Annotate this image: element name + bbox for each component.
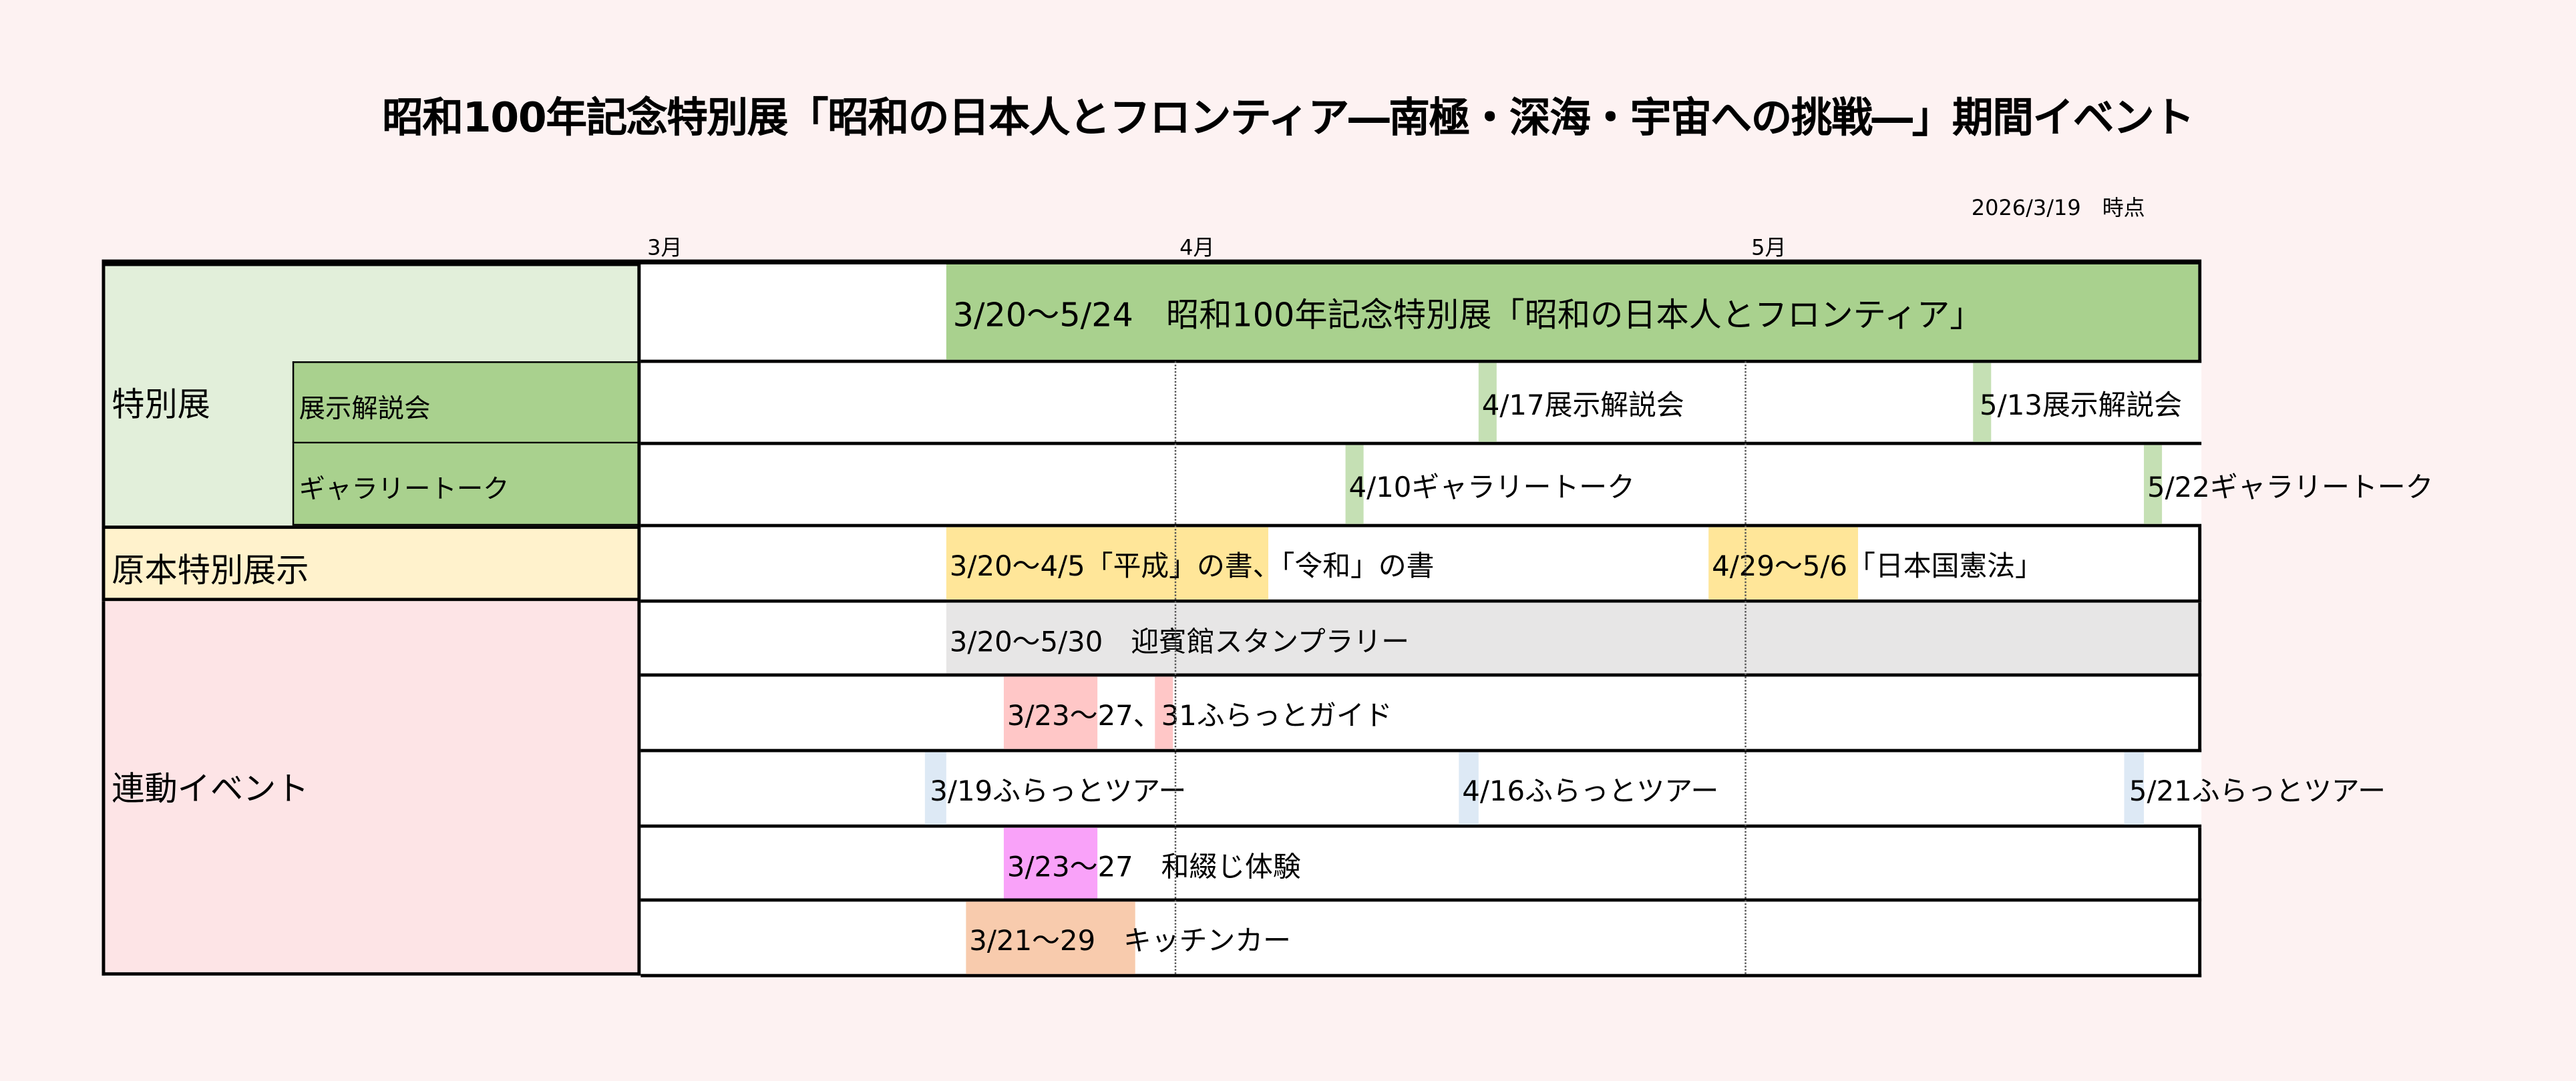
event-label: 3/20～4/5「平成」の書、「令和」の書 [949,551,1435,584]
event-label: 4/29～5/6「日本国憲法」 [1712,551,2043,584]
as-of-date: 2026/3/19 時点 [1971,197,2145,222]
event-bar [924,752,946,825]
event-bar [966,901,1135,974]
event-bar [1155,676,1173,749]
category-label: 展示解説会 [299,392,431,424]
event-label: 3/23～27 和綴じ体験 [1006,851,1301,884]
table-top-border [102,259,2202,265]
event-bar [1003,827,1098,899]
category-gallery-talk: ギャラリートーク [292,443,641,526]
event-bar [2144,445,2163,524]
month-label-april: 4月 [1179,236,1215,262]
event-label: 3/20～5/30 迎賓館スタンプラリー [949,626,1410,659]
event-label: 4/16ふらっとツアー [1462,776,1719,809]
timeline-row: 3/20～4/5「平成」の書、「令和」の書 4/29～5/6「日本国憲法」 [640,527,2202,603]
timeline-row: 3/21～29 キッチンカー [640,901,2202,978]
timeline-row: 4/10ギャラリートーク 5/22ギャラリートーク [640,445,2433,527]
event-bar [1973,363,1992,442]
event-label: 5/22ギャラリートーク [2147,472,2434,505]
event-bar [1003,676,1098,749]
event-bar [1478,363,1497,442]
event-bar [1708,527,1859,600]
event-label: 4/17展示解説会 [1481,390,1684,423]
category-original: 原本特別展示 [102,525,641,602]
event-label: 4/10ギャラリートーク [1348,472,1635,505]
category-label: 連動イベント [112,769,309,809]
event-label: 3/19ふらっとツアー [930,776,1187,809]
may-gridline [1744,361,1746,974]
timeline-row: 4/17展示解説会 5/13展示解説会 [640,363,2202,445]
event-bar [2124,752,2145,825]
timeline-row: 3/20～5/30 迎賓館スタンプラリー [640,602,2202,677]
event-label: 5/13展示解説会 [1980,390,2183,423]
event-bar [1345,445,1364,524]
category-label: ギャラリートーク [299,473,510,505]
category-gallery-explain: 展示解説会 [292,361,641,444]
timeline-row: 3/20～5/24 昭和100年記念特別展「昭和の日本人とフロンティア」 [640,264,2202,363]
event-bar [946,264,2199,360]
category-label: 原本特別展示 [112,550,309,590]
category-label: 特別展 [112,384,210,424]
timeline-row: 3/19ふらっとツアー 4/16ふらっとツアー 5/21ふらっとツアー [640,752,2386,828]
page-title: 昭和100年記念特別展「昭和の日本人とフロンティア―南極・深海・宇宙への挑戦―」… [382,93,2195,142]
month-label-march: 3月 [647,236,683,262]
category-linked: 連動イベント [102,601,641,976]
event-label: 3/20～5/24 昭和100年記念特別展「昭和の日本人とフロンティア」 [952,294,1983,335]
month-label-may: 5月 [1751,236,1787,262]
timeline-row: 3/23～27 和綴じ体験 [640,827,2202,902]
event-label: 3/21～29 キッチンカー [969,925,1291,959]
event-bar [946,527,1268,600]
divider [637,262,642,976]
event-bar [1459,752,1479,825]
april-gridline [1174,361,1177,974]
timeline-row: 3/23～27、31ふらっとガイド [640,676,2202,752]
event-label: 5/21ふらっとツアー [2129,776,2386,809]
event-label: 3/23～27、31ふらっとガイド [1006,700,1393,734]
event-bar [946,602,2199,674]
